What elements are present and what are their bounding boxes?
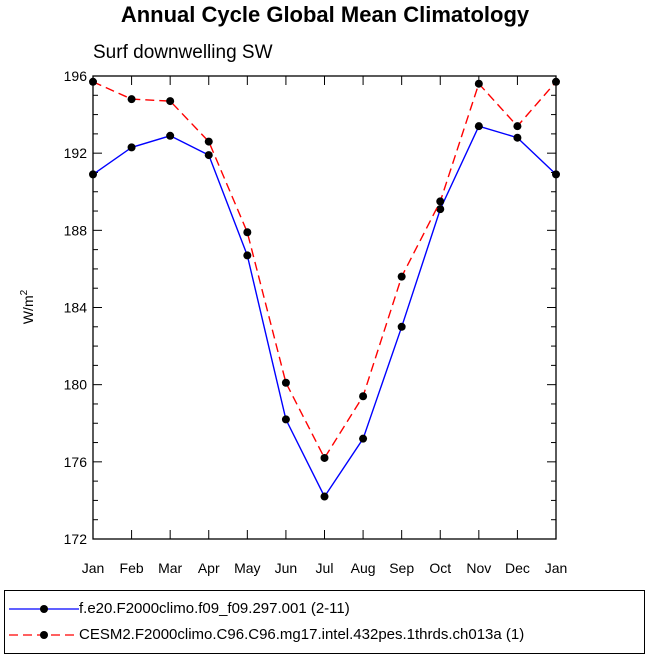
series-line-1 [92,125,557,498]
x-tick-label: Feb [120,560,144,576]
x-tick-label: Oct [429,560,451,576]
x-tick-label: Mar [158,560,182,576]
x-tick-label: Aug [351,560,376,576]
x-tick-label: Jul [316,560,334,576]
x-tick-label: Jan [545,560,568,576]
y-tick-label: 184 [64,300,88,316]
series-2-point [243,228,252,237]
series-2-point [166,97,175,106]
series-1-point [127,143,136,152]
series-1-point [513,133,522,142]
y-tick-label: 180 [64,377,88,393]
series-2-point [204,137,213,146]
chart: Annual Cycle Global Mean Climatology Sur… [19,2,568,576]
series-1-point [359,434,368,443]
series-2-point [397,272,406,281]
series-2-point [436,197,445,206]
plot-frame [92,75,557,540]
legend-label-1: f.e20.F2000climo.f09_f09.297.001 (2-11) [79,600,350,617]
x-tick-label: Nov [466,560,491,576]
series-1-point [243,251,252,260]
y-tick-label: 196 [64,68,88,84]
x-tick-label: Jan [82,560,105,576]
series-1-point [281,415,290,424]
legend-swatch-2 [9,631,79,639]
y-axis-label-base: W/m [20,295,36,324]
x-tick-label: Apr [198,560,220,576]
plot-area: 172 176 180 184 188 192 196 Jan Feb Mar Apr May Jun J… [64,68,568,576]
x-tick-label: Dec [505,560,530,576]
series-1-point [474,122,483,131]
series-1-point [552,170,560,179]
legend-item-2: CESM2.F2000climo.C96.C96.mg17.intel.432p… [5,622,644,648]
y-tick-label: 188 [64,222,88,238]
series-2-point [320,453,329,462]
series-1-point [166,131,175,140]
series-1-point [436,205,445,214]
x-tick-label: May [234,560,260,576]
legend-label-2: CESM2.F2000climo.C96.C96.mg17.intel.432p… [79,626,525,643]
series-1-point [204,151,213,160]
series-2-point [513,122,522,131]
series-2-point [474,79,483,88]
series-1-point [320,492,329,501]
y-axis-label: W/m2 [19,289,36,324]
chart-subtitle: Surf downwelling SW [93,42,273,63]
series-1-point [397,322,406,331]
y-tick-label: 176 [64,454,88,470]
legend-swatch-1 [9,605,79,613]
chart-title: Annual Cycle Global Mean Climatology [121,2,530,27]
y-tick-label: 192 [64,145,88,161]
series-2-point [127,95,136,104]
series-2-point [552,77,560,86]
legend-item-1: f.e20.F2000climo.f09_f09.297.001 (2-11) [5,596,644,622]
series-2-point [281,378,290,387]
x-tick-label: Sep [389,560,414,576]
series-1-point [89,170,97,179]
series-2-point [359,392,368,401]
series-2-point [89,77,97,86]
x-tick-label: Jun [275,560,298,576]
y-tick-label: 172 [64,531,88,547]
legend: f.e20.F2000climo.f09_f09.297.001 (2-11) … [4,590,645,654]
y-axis-label-sup: 2 [19,289,30,295]
